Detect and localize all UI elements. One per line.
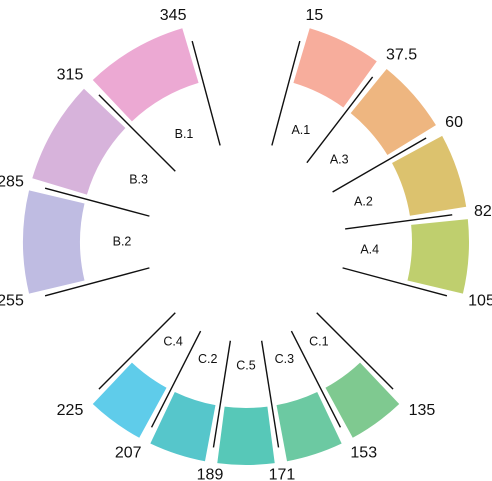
segment-a-1: [293, 28, 377, 108]
boundary-tick-285: [44, 187, 150, 217]
boundary-ticks-layer: [44, 40, 453, 448]
labels-layer: A.1 A.3 A.2 A.4 C.1 C.3 C.5 C.2 C.4 B.2 B.3 B.1 15 37…: [0, 7, 492, 481]
boundary-tick-135: [316, 312, 394, 390]
segment-label-c-1: C.1: [309, 335, 329, 349]
degree-label-15: 15: [306, 7, 324, 24]
degree-label-315: 315: [57, 66, 84, 83]
segment-label-b-1: B.1: [175, 127, 194, 141]
segment-label-c-2: C.2: [198, 352, 218, 366]
degree-label-207: 207: [115, 444, 142, 461]
segment-c-1: [325, 362, 400, 438]
boundary-tick-225: [98, 312, 176, 390]
segment-label-c-5: C.5: [236, 358, 256, 372]
segments-layer: [23, 28, 469, 466]
boundary-tick-60: [332, 137, 427, 193]
degree-label-255: 255: [0, 293, 24, 310]
degree-label-60: 60: [445, 114, 463, 131]
segment-label-c-4: C.4: [163, 335, 183, 349]
segment-c-4: [92, 362, 167, 438]
boundary-tick-37-5: [306, 76, 374, 164]
degree-label-37-5: 37.5: [386, 47, 417, 64]
segment-a-3: [350, 68, 436, 156]
degree-label-345: 345: [160, 7, 187, 24]
segment-a-2: [392, 135, 467, 216]
degree-label-105: 105: [468, 293, 492, 310]
segment-label-a-2: A.2: [354, 194, 373, 208]
boundary-tick-153: [290, 330, 342, 428]
segment-label-b-2: B.2: [113, 234, 132, 248]
segment-c-2: [150, 391, 216, 462]
degree-label-135: 135: [409, 402, 436, 419]
boundary-tick-345: [191, 40, 221, 146]
segment-label-a-4: A.4: [360, 242, 379, 256]
segment-label-c-3: C.3: [275, 352, 295, 366]
boundary-tick-189: [212, 340, 232, 448]
segment-label-a-1: A.1: [291, 123, 310, 137]
boundary-tick-315: [98, 94, 176, 172]
degree-label-285: 285: [0, 174, 24, 191]
boundary-tick-171: [260, 340, 280, 448]
degree-label-225: 225: [57, 402, 84, 419]
degree-label-153: 153: [350, 444, 377, 461]
boundary-tick-15: [271, 40, 301, 146]
boundary-tick-207: [150, 330, 202, 428]
boundary-tick-105: [342, 267, 448, 297]
boundary-tick-82-5: [345, 214, 453, 230]
segment-c-3: [276, 391, 342, 462]
boundary-tick-255: [44, 267, 150, 297]
degree-label-82-5: 82.5: [474, 203, 492, 220]
segment-a-4: [407, 219, 469, 294]
degree-label-189: 189: [197, 467, 224, 481]
segment-b-1: [92, 28, 199, 122]
degree-label-171: 171: [269, 467, 296, 481]
segment-label-b-3: B.3: [129, 172, 148, 186]
segment-c-5: [217, 406, 275, 466]
segment-label-a-3: A.3: [330, 153, 349, 167]
segment-b-2: [23, 190, 85, 294]
segment-b-3: [32, 88, 126, 195]
